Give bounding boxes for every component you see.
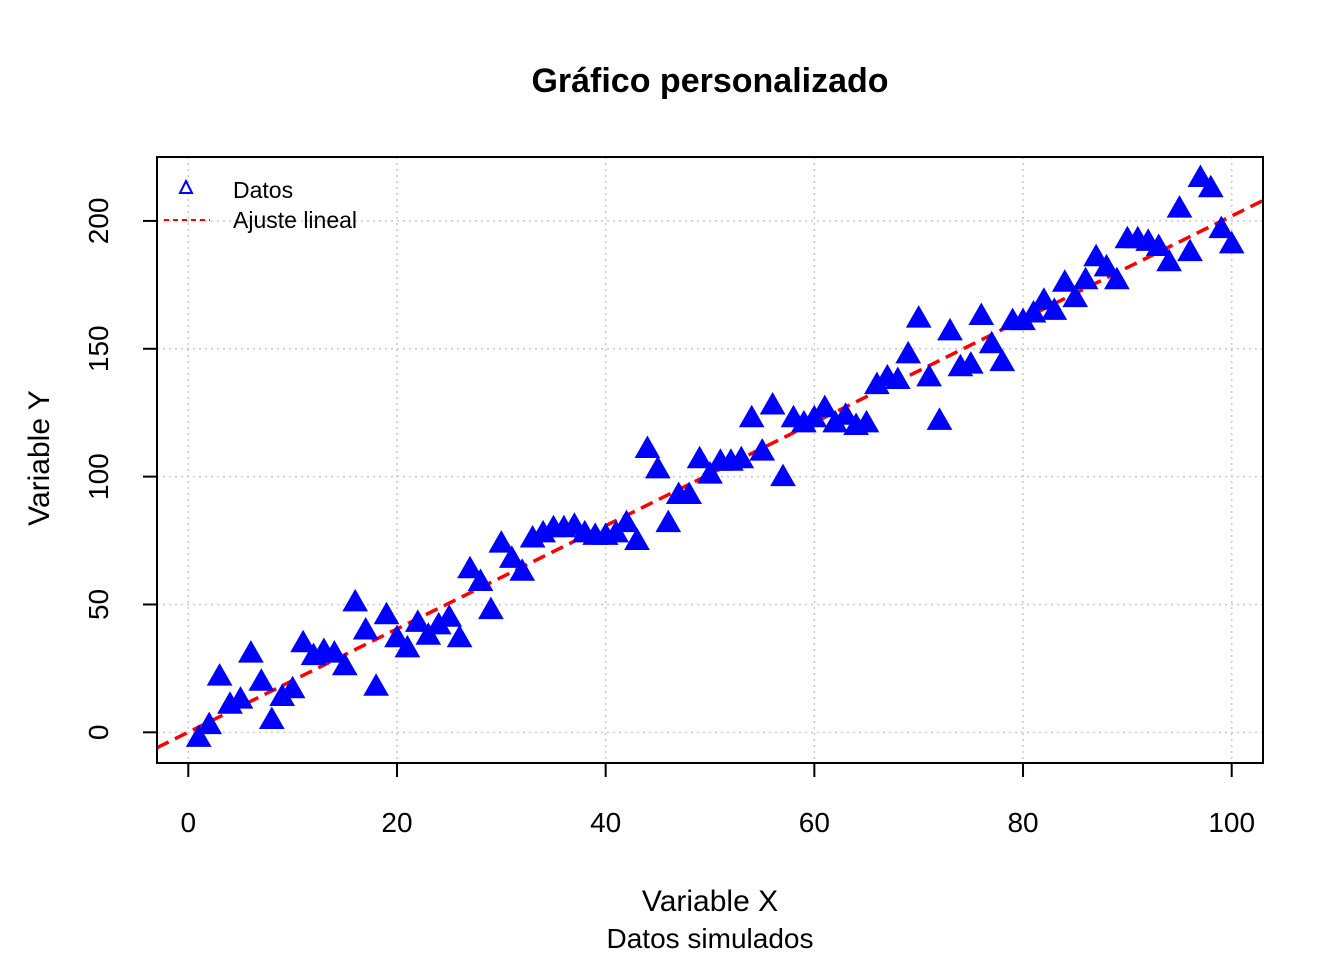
legend: Datos Ajuste lineal xyxy=(164,177,357,233)
data-point xyxy=(1083,243,1109,267)
data-point xyxy=(488,530,515,553)
data-point xyxy=(1197,174,1224,198)
points-layer xyxy=(185,164,1245,747)
data-point xyxy=(937,317,963,341)
data-point xyxy=(436,604,463,627)
data-point xyxy=(258,706,285,729)
data-point xyxy=(394,634,421,658)
data-point xyxy=(759,391,786,415)
legend-marker-triangle-icon xyxy=(178,178,194,194)
x-axis-label: Variable X xyxy=(642,885,778,918)
data-point xyxy=(749,438,776,461)
data-point xyxy=(655,509,682,533)
y-tick-label-0: 0 xyxy=(83,725,114,741)
data-point xyxy=(1072,266,1099,290)
y-tick-label-50: 50 xyxy=(83,589,114,620)
data-point xyxy=(978,330,1005,354)
data-point xyxy=(457,555,483,579)
data-point xyxy=(1218,230,1245,254)
data-point xyxy=(1041,297,1068,320)
x-tick-label-100: 100 xyxy=(1208,807,1255,838)
data-point xyxy=(321,640,348,663)
grid-lines xyxy=(157,157,1263,763)
data-point xyxy=(1104,266,1130,290)
data-point xyxy=(811,394,838,418)
data-point xyxy=(1031,287,1057,310)
x-tick-label-80: 80 xyxy=(1007,807,1038,838)
data-point xyxy=(290,629,316,653)
plot-frame xyxy=(156,156,1264,764)
data-point xyxy=(206,663,233,686)
data-point xyxy=(916,363,942,387)
data-point xyxy=(185,724,212,747)
data-point xyxy=(895,340,922,364)
data-point xyxy=(467,568,494,591)
data-point xyxy=(686,445,713,469)
data-point xyxy=(1156,248,1182,272)
data-point xyxy=(968,302,995,325)
data-point xyxy=(613,509,640,533)
data-point xyxy=(238,640,264,663)
data-point xyxy=(498,545,525,568)
data-point xyxy=(363,673,389,696)
y-tick-label-150: 150 xyxy=(83,325,114,372)
data-point xyxy=(404,609,431,632)
data-point xyxy=(196,711,223,735)
data-point xyxy=(905,305,932,328)
data-point xyxy=(478,596,504,620)
data-point xyxy=(384,624,410,648)
x-tick-label-20: 20 xyxy=(381,807,412,838)
x-tick-label-40: 40 xyxy=(590,807,621,838)
legend-entry-ajuste-lineal: Ajuste lineal xyxy=(233,207,357,233)
data-point xyxy=(676,481,702,504)
data-point xyxy=(644,455,671,479)
data-point xyxy=(1051,269,1078,292)
data-point xyxy=(1177,238,1203,262)
data-point xyxy=(697,461,723,484)
y-axis-label: Variable Y xyxy=(23,390,56,526)
data-point xyxy=(1166,195,1193,218)
legend-entry-datos: Datos xyxy=(233,177,293,203)
data-point xyxy=(728,445,755,469)
data-point xyxy=(446,624,473,648)
data-point xyxy=(352,616,379,640)
data-point xyxy=(738,404,765,428)
data-point xyxy=(1187,164,1214,187)
y-tick-label-200: 200 xyxy=(83,198,114,245)
data-point xyxy=(373,601,400,625)
data-point xyxy=(634,435,661,458)
data-point xyxy=(1093,253,1120,277)
y-tick-label-100: 100 xyxy=(83,453,114,500)
data-point xyxy=(1208,215,1235,239)
data-point xyxy=(624,527,650,550)
data-point xyxy=(989,348,1016,372)
data-point xyxy=(957,351,984,374)
data-point xyxy=(926,407,953,430)
data-point xyxy=(1020,299,1047,323)
x-tick-label-0: 0 xyxy=(181,807,197,838)
data-point xyxy=(227,686,254,709)
data-point xyxy=(770,463,796,487)
data-point xyxy=(342,588,369,612)
x-tick-label-60: 60 xyxy=(799,807,830,838)
data-point xyxy=(1145,233,1172,256)
data-point xyxy=(1062,284,1089,308)
chart-subtitle: Datos simulados xyxy=(607,923,814,954)
data-point xyxy=(853,409,880,433)
data-point xyxy=(248,668,275,691)
data-point xyxy=(832,402,859,425)
data-point xyxy=(884,366,911,389)
data-point xyxy=(331,652,358,676)
data-point xyxy=(279,675,306,699)
chart-title: Gráfico personalizado xyxy=(531,62,888,100)
data-point xyxy=(509,558,536,581)
